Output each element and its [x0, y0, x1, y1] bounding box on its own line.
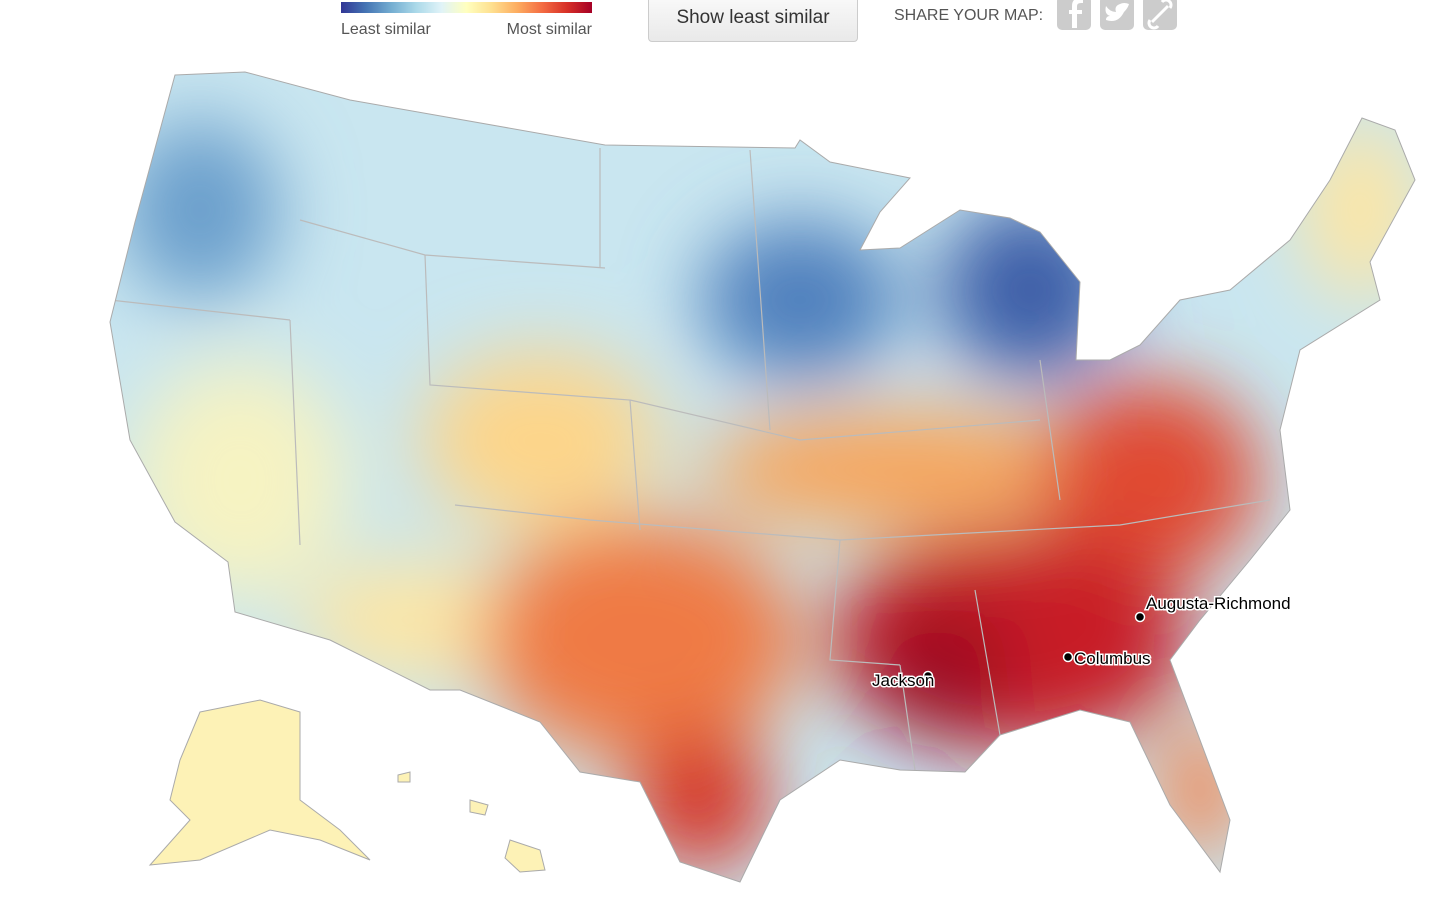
share-link[interactable]	[1143, 0, 1177, 30]
us-map	[109, 71, 1416, 883]
city-label: Augusta-Richmond	[1146, 594, 1291, 613]
city-label: Columbus	[1074, 649, 1151, 668]
legend-low-label: Least similar	[341, 21, 431, 38]
city-label: Jackson	[872, 671, 934, 690]
share-label: SHARE YOUR MAP:	[894, 7, 1043, 24]
show-least-similar-button[interactable]: Show least similar	[648, 0, 858, 42]
city-dot	[1134, 611, 1146, 623]
legend-scale	[341, 2, 592, 13]
city-dot	[922, 670, 934, 682]
share-facebook[interactable]	[1057, 0, 1091, 30]
city-dot	[1062, 651, 1074, 663]
legend-high-label: Most similar	[507, 21, 593, 38]
share-twitter[interactable]	[1100, 0, 1134, 30]
